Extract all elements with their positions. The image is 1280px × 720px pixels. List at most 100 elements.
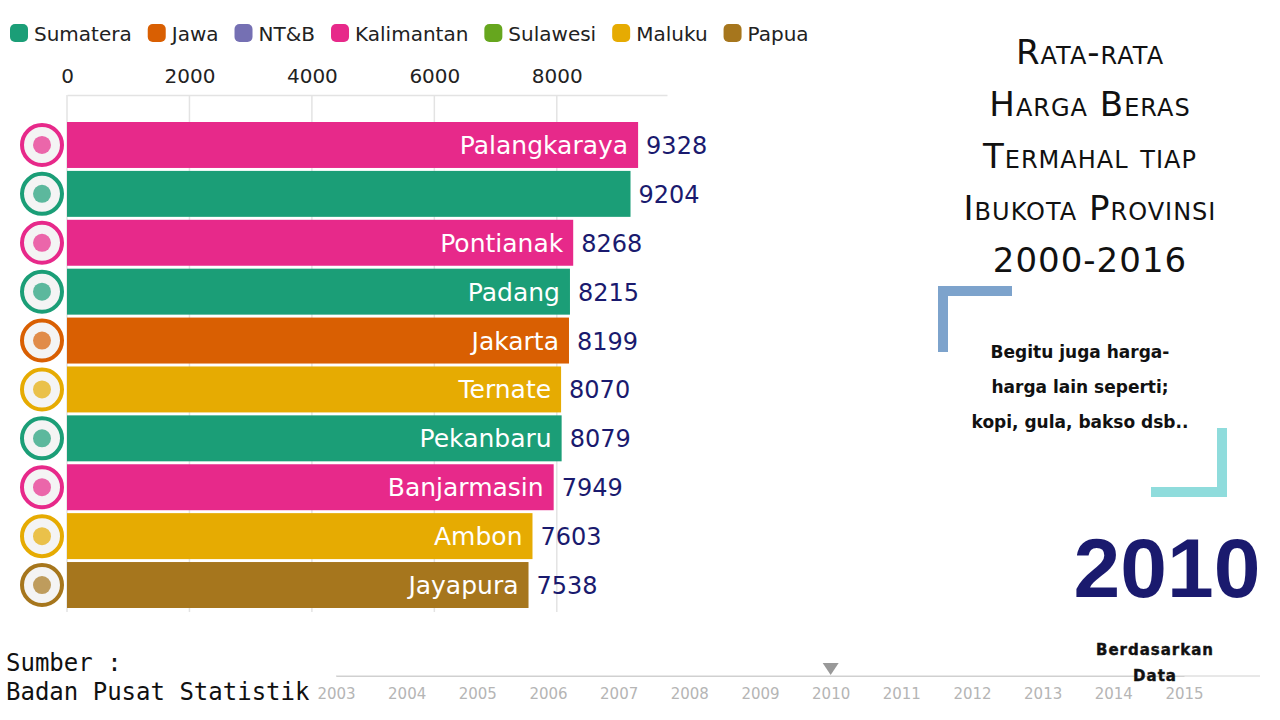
legend-item: Kalimantan	[331, 22, 468, 46]
legend-label: Kalimantan	[355, 22, 468, 46]
bar-labels: Palangkaraya Pontianak Padang Jakarta Ternat…	[388, 131, 628, 600]
timeline: 2003200420052006200720082009201020112012…	[317, 676, 1260, 703]
timeline-tick-label: 2013	[1024, 685, 1062, 703]
timeline-tick-label: 2012	[953, 685, 991, 703]
annotation-line: Begitu juga harga-	[991, 342, 1170, 362]
category-label: Ternate	[457, 375, 551, 404]
logo	[22, 467, 62, 507]
timeline-tick-label: 2009	[741, 685, 779, 703]
legend-item: Papua	[724, 22, 809, 46]
timeline-tick: 2005	[459, 676, 497, 703]
timeline-tick-label: 2014	[1095, 685, 1133, 703]
legend: Sumatera Jawa NT&B Kalimantan Sulawesi Maluku…	[10, 22, 809, 46]
legend-label: Sulawesi	[508, 22, 596, 46]
legend-swatch	[148, 24, 166, 42]
data-label: 7603	[540, 523, 601, 551]
bar	[67, 318, 569, 364]
timeline-tick-label: 2015	[1165, 685, 1203, 703]
legend-swatch	[235, 24, 253, 42]
title: Rata-rataHarga BerasTermahal tiapIbukota…	[964, 32, 1217, 280]
timeline-tick: 2009	[741, 676, 779, 703]
data-label: 8215	[578, 279, 639, 307]
category-label: Padang	[468, 278, 560, 307]
logo-inner	[33, 527, 51, 545]
tick-label: 6000	[409, 64, 460, 88]
watermark-line: Data	[1133, 667, 1177, 685]
annotation-line: harga lain seperti;	[991, 377, 1168, 397]
logo	[22, 321, 62, 361]
timeline-tick-label: 2004	[388, 685, 426, 703]
bar	[67, 366, 561, 412]
bar	[67, 464, 554, 510]
title-line: Termahal tiap	[982, 136, 1197, 176]
tick: 4000	[287, 64, 338, 95]
category-label: Jakarta	[470, 327, 559, 356]
tick-label: 4000	[287, 64, 338, 88]
axis-line	[68, 95, 668, 97]
data-label: 8070	[569, 376, 630, 404]
logos	[22, 125, 62, 605]
logo	[22, 565, 62, 605]
logo	[22, 223, 62, 263]
timeline-tick: 2008	[671, 676, 709, 703]
timeline-tick-label: 2010	[812, 685, 850, 703]
timeline-tick: 2011	[883, 676, 921, 703]
annotation: Begitu juga harga-harga lain seperti;kop…	[943, 291, 1222, 492]
bar	[67, 562, 529, 608]
category-label: Palangkaraya	[460, 131, 628, 160]
timeline-tick-label: 2008	[671, 685, 709, 703]
logo-inner	[33, 429, 51, 447]
legend-swatch	[612, 24, 630, 42]
watermark-line: Berdasarkan	[1096, 641, 1214, 659]
legend-label: NT&B	[259, 22, 316, 46]
tick: 6000	[409, 64, 460, 95]
legend-swatch	[484, 24, 502, 42]
logo-inner	[33, 576, 51, 594]
timeline-line	[337, 676, 1185, 677]
tick-label: 0	[61, 64, 74, 88]
legend-item: NT&B	[235, 22, 316, 46]
source-line: Sumber :	[6, 649, 122, 677]
timeline-tick-label: 2011	[883, 685, 921, 703]
tick: 0	[61, 64, 74, 95]
logo-inner	[33, 380, 51, 398]
legend-label: Sumatera	[34, 22, 132, 46]
data-label: 8079	[570, 425, 631, 453]
legend-item: Sulawesi	[484, 22, 596, 46]
data-label: 9328	[646, 132, 707, 160]
logo	[22, 174, 62, 214]
logo	[22, 516, 62, 556]
category-label: Jayapura	[406, 571, 518, 600]
timeline-tick: 2012	[953, 676, 991, 703]
timeline-track	[336, 676, 1260, 677]
legend-item: Maluku	[612, 22, 707, 46]
timeline-tick: 2006	[529, 676, 567, 703]
logo	[22, 272, 62, 312]
tick-label: 2000	[164, 64, 215, 88]
legend-label: Jawa	[170, 22, 219, 46]
legend-swatch	[724, 24, 742, 42]
bracket	[1151, 428, 1222, 492]
timeline-tick: 2004	[388, 676, 426, 703]
timeline-tick-label: 2003	[317, 685, 355, 703]
source: Sumber :Badan Pusat Statistik	[6, 649, 310, 706]
title-line: Ibukota Provinsi	[964, 188, 1217, 228]
current-year: 2010	[1074, 521, 1261, 615]
x-axis: 02000400060008000	[61, 64, 667, 96]
timeline-tick-label: 2005	[459, 685, 497, 703]
logo	[22, 418, 62, 458]
logo-inner	[33, 283, 51, 301]
logo-inner	[33, 478, 51, 496]
data-labels: 9328920482688215819980708079794976037538	[537, 132, 708, 600]
bar	[67, 415, 562, 461]
bar	[67, 220, 573, 266]
category-label: Pekanbaru	[420, 424, 552, 453]
legend-item: Jawa	[148, 22, 219, 46]
bar	[67, 171, 631, 217]
logo-inner	[33, 185, 51, 203]
bar	[67, 122, 638, 168]
logo-inner	[33, 136, 51, 154]
bar	[67, 269, 570, 315]
category-label: Pontianak	[440, 229, 564, 258]
logo-inner	[33, 332, 51, 350]
